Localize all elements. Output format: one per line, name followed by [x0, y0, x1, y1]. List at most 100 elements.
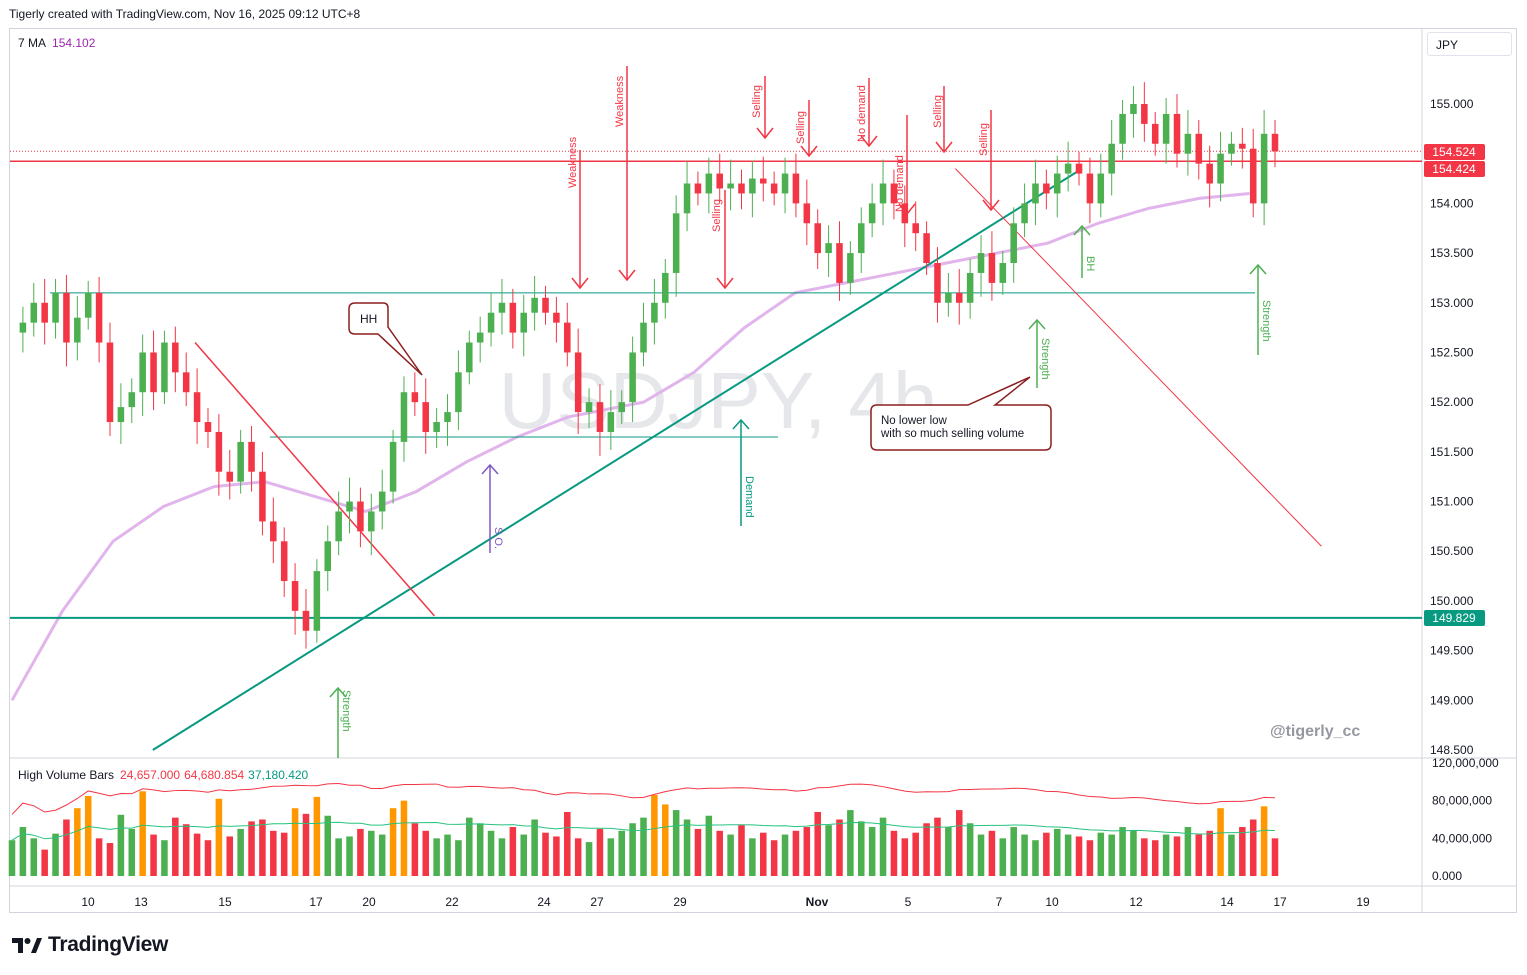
candle-body — [117, 407, 125, 423]
candle-body — [204, 422, 212, 432]
demand-arrow — [732, 418, 750, 526]
candle-body — [1206, 163, 1213, 184]
candle-body — [1010, 223, 1017, 264]
volume-bar — [1097, 832, 1105, 876]
candle-body — [868, 203, 876, 224]
volume-axis-tick-label: 80,000,000 — [1432, 794, 1492, 808]
volume-bar — [1021, 834, 1028, 876]
volume-bar — [1195, 834, 1203, 876]
volume-bar — [890, 830, 898, 876]
candle-body — [52, 292, 59, 323]
candle-body — [825, 243, 832, 254]
candle-body — [444, 412, 451, 423]
volume-bar — [291, 808, 299, 876]
volume-bar — [607, 838, 615, 876]
volume-bar — [182, 824, 190, 876]
volume-bar — [172, 817, 179, 876]
volume-bar — [41, 849, 48, 876]
volume-average-line — [11, 821, 1276, 841]
y-axis-tick-label: 150.500 — [1430, 544, 1474, 558]
candle-body — [749, 178, 756, 194]
volume-bar — [574, 838, 582, 876]
volume-bar — [476, 823, 484, 876]
volume-bar — [226, 836, 234, 876]
volume-bar — [466, 817, 473, 876]
note-callout — [870, 376, 1052, 451]
candle-body — [1032, 183, 1039, 204]
y-axis-tick-label: 152.500 — [1430, 345, 1474, 359]
strength-label-1: Strength — [340, 690, 352, 732]
candle-body — [466, 342, 473, 373]
x-axis-tick-label: 10 — [1045, 895, 1059, 909]
volume-bar — [1119, 827, 1126, 876]
y-axis-tick-label: 153.500 — [1430, 246, 1474, 260]
x-axis-tick-label: 24 — [537, 895, 551, 909]
selling-arrow-3 — [800, 100, 818, 158]
volume-bar — [694, 828, 702, 876]
candle-body — [1217, 153, 1224, 184]
volume-bar — [1184, 827, 1192, 876]
volume-bar — [705, 815, 713, 876]
candle-body — [259, 471, 266, 522]
volume-bar — [803, 827, 811, 876]
volume-bar — [912, 832, 919, 876]
candle-body — [346, 501, 353, 512]
volume-bar — [564, 811, 571, 876]
candle-body — [1053, 173, 1061, 194]
bh-arrow — [1073, 224, 1091, 278]
volume-bar — [1228, 834, 1235, 876]
volume-bar — [161, 840, 168, 876]
y-axis-tick-label: 155.000 — [1430, 97, 1474, 111]
candle-body — [836, 243, 843, 283]
volume-bar — [215, 798, 223, 876]
volume-bar — [945, 827, 952, 876]
ma-name: 7 MA — [18, 36, 47, 50]
weakness-label-1: Weakness — [567, 136, 579, 188]
currency-selector[interactable]: JPY — [1427, 32, 1512, 56]
candle-body — [999, 263, 1007, 283]
demand-label: Demand — [743, 476, 755, 518]
candle-body — [879, 183, 887, 204]
volume-bar — [847, 810, 854, 876]
volume-bar — [988, 830, 996, 876]
volume-bar — [378, 834, 386, 876]
volume-bar — [825, 825, 832, 876]
bh-label: BH — [1084, 256, 1096, 271]
candle-body — [1075, 163, 1083, 174]
volume-indicator-name: High Volume Bars — [18, 768, 115, 782]
falling-resistance-1-trendline — [194, 342, 435, 617]
candle-body — [629, 352, 636, 403]
candle-body — [84, 292, 92, 318]
volume-axis-tick-label: 120,000,000 — [1432, 756, 1499, 770]
candle-body — [1228, 143, 1235, 154]
volume-bar — [1206, 830, 1213, 876]
volume-bar — [1043, 832, 1050, 876]
candle-body — [727, 183, 734, 189]
candle-body — [378, 491, 386, 512]
volume-bar — [270, 830, 277, 876]
candle-body — [901, 203, 909, 224]
volume-bar — [400, 800, 408, 876]
candle-body — [955, 292, 963, 303]
x-axis-tick-label: 7 — [996, 895, 1003, 909]
candle-body — [1195, 133, 1203, 164]
y-axis-tick-label: 151.000 — [1430, 495, 1474, 509]
volume-bar — [313, 796, 321, 876]
no-demand-label-2: No demand — [894, 155, 906, 212]
candle-body — [313, 571, 321, 631]
candle-body — [934, 263, 941, 303]
candle-body — [760, 178, 767, 184]
tradingview-logo[interactable]: TradingView — [12, 933, 168, 957]
candle-body — [368, 511, 375, 532]
volume-bar — [237, 828, 244, 876]
candle-body — [41, 302, 48, 323]
candle-body — [280, 541, 288, 582]
volume-bar — [901, 838, 909, 876]
candle-body — [302, 610, 310, 631]
y-axis-tick-label: 151.500 — [1430, 445, 1474, 459]
candle-body — [1021, 203, 1028, 224]
candle-body — [226, 471, 234, 482]
volume-value-3: 37,180.420 — [248, 768, 309, 782]
volume-bar — [1064, 834, 1072, 876]
